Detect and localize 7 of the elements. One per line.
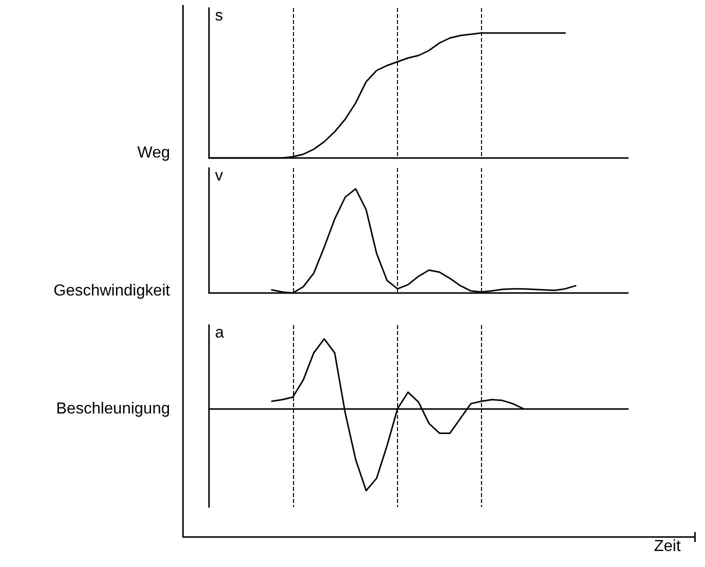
text: Weg [137,144,170,162]
y-axis-title: v [215,168,223,184]
text: Geschwindigkeit [54,282,171,300]
text: Beschleunigung [56,400,170,418]
y-axis-title: a [215,324,224,342]
y-axis-title: s [215,8,223,24]
x-axis-title: Zeit [654,538,682,556]
